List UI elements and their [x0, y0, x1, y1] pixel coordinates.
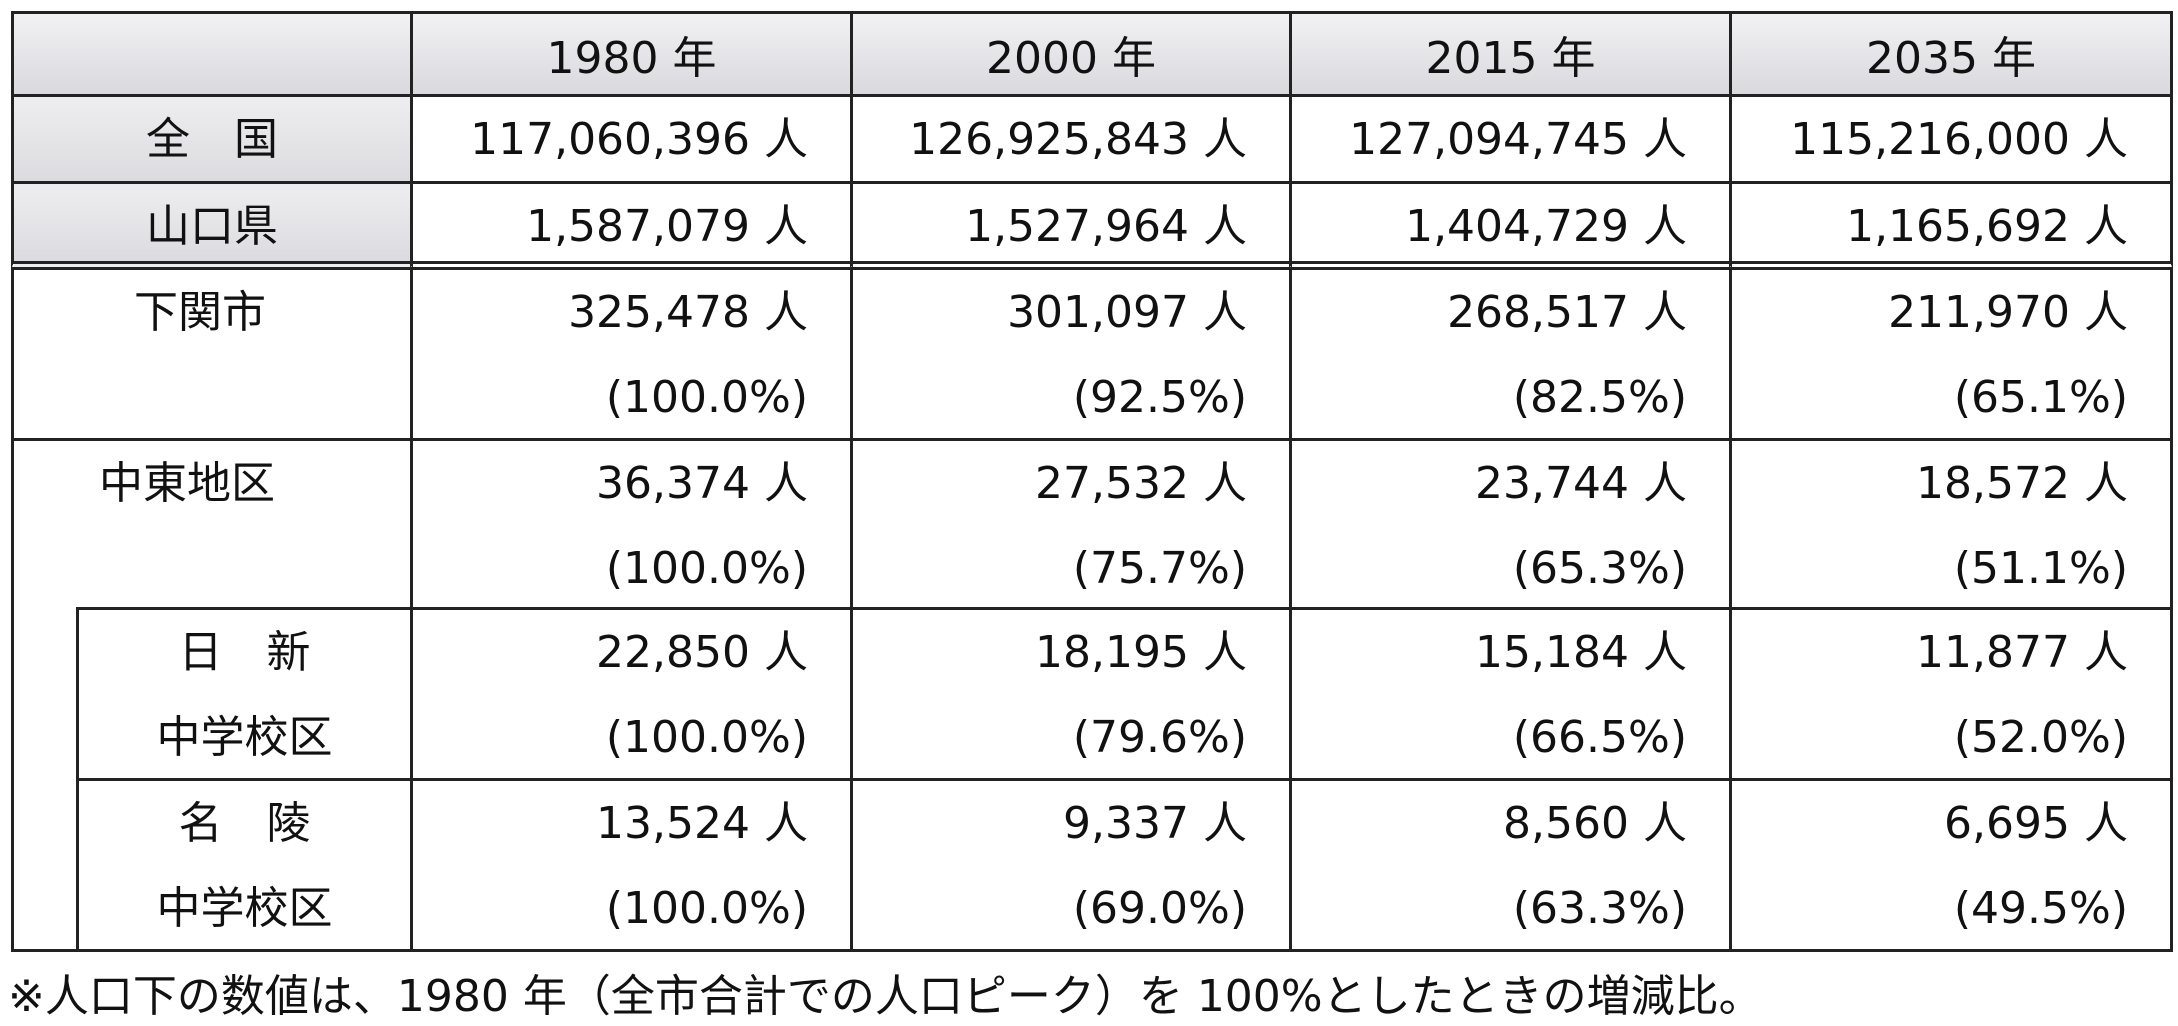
cell-text: 1,404,729 人 — [1405, 201, 1687, 252]
cell-text: 22,850 人 — [596, 627, 808, 678]
cell-text: (65.3%) — [1512, 543, 1687, 594]
cell-text: (52.0%) — [1953, 712, 2128, 763]
cell-text: 9,337 人 — [1063, 798, 1247, 849]
data-cell: 1,527,964 人 — [850, 181, 1292, 270]
cell-text: (100.0%) — [605, 712, 808, 763]
cell-text: 山口県 — [146, 201, 278, 252]
data-cell: 18,572 人 (51.1%) — [1729, 438, 2173, 610]
cell-text: 8,560 人 — [1503, 798, 1687, 849]
row-label: 下関市 — [11, 267, 413, 441]
data-cell: 13,524 人 (100.0%) — [410, 778, 853, 952]
data-cell: 1,165,692 人 — [1729, 181, 2173, 270]
data-cell: 8,560 人 (63.3%) — [1289, 778, 1732, 952]
cell-text: (66.5%) — [1512, 712, 1687, 763]
cell-text: 下関市 — [134, 287, 266, 338]
cell-text: 211,970 人 — [1888, 287, 2128, 338]
data-cell: 126,925,843 人 — [850, 94, 1292, 184]
column-header: 2015 年 — [1289, 11, 1732, 97]
cell-text: 13,524 人 — [596, 798, 808, 849]
row-label: 中東地区 — [11, 438, 413, 610]
data-cell: 1,404,729 人 — [1289, 181, 1732, 270]
footnote: ※人口下の数値は、1980 年（全市合計での人口ピーク）を 100%としたときの… — [8, 971, 1763, 1022]
cell-text: 126,925,843 人 — [909, 114, 1247, 165]
cell-text: 115,216,000 人 — [1790, 114, 2128, 165]
data-cell: 211,970 人 (65.1%) — [1729, 267, 2173, 441]
cell-text: (75.7%) — [1072, 543, 1247, 594]
cell-text: (63.3%) — [1512, 883, 1687, 934]
column-header: 1980 年 — [410, 11, 853, 97]
data-cell: 15,184 人 (66.5%) — [1289, 607, 1732, 781]
cell-text: (49.5%) — [1953, 883, 2128, 934]
cell-text: 1,527,964 人 — [965, 201, 1247, 252]
cell-text: 117,060,396 人 — [470, 114, 808, 165]
cell-text: 日 新 — [178, 627, 311, 678]
column-header: 2000 年 — [850, 11, 1292, 97]
cell-text: 全 国 — [146, 114, 278, 165]
cell-text: 127,094,745 人 — [1349, 114, 1687, 165]
cell-text: 36,374 人 — [596, 458, 808, 509]
cell-text: 27,532 人 — [1035, 458, 1247, 509]
cell-text: 1,587,079 人 — [526, 201, 808, 252]
data-cell: 27,532 人 (75.7%) — [850, 438, 1292, 610]
row-label: 名 陵中学校区 — [76, 778, 413, 952]
data-cell: 23,744 人 (65.3%) — [1289, 438, 1732, 610]
cell-text: (100.0%) — [605, 372, 808, 423]
cell-text: (92.5%) — [1072, 372, 1247, 423]
cell-text: 名 陵 — [178, 798, 311, 849]
row-label: 全 国 — [11, 94, 413, 184]
cell-text: (65.1%) — [1953, 372, 2128, 423]
column-header: 2035 年 — [1729, 11, 2173, 97]
cell-text: 301,097 人 — [1007, 287, 1247, 338]
cell-text: 325,478 人 — [568, 287, 808, 338]
cell-text: 11,877 人 — [1916, 627, 2128, 678]
cell-text: 中学校区 — [156, 712, 333, 763]
data-cell: 268,517 人 (82.5%) — [1289, 267, 1732, 441]
data-cell: 18,195 人 (79.6%) — [850, 607, 1292, 781]
cell-text: (51.1%) — [1953, 543, 2128, 594]
cell-text: 18,195 人 — [1035, 627, 1247, 678]
cell-text: 中学校区 — [156, 883, 333, 934]
data-cell: 301,097 人 (92.5%) — [850, 267, 1292, 441]
cell-text: 23,744 人 — [1475, 458, 1687, 509]
data-cell: 36,374 人 (100.0%) — [410, 438, 853, 610]
cell-text: (100.0%) — [605, 883, 808, 934]
data-cell: 127,094,745 人 — [1289, 94, 1732, 184]
data-cell: 1,587,079 人 — [410, 181, 853, 270]
cell-text: (82.5%) — [1512, 372, 1687, 423]
cell-text: 6,695 人 — [1944, 798, 2128, 849]
cell-text: 中東地区 — [99, 458, 275, 509]
row-label: 山口県 — [11, 181, 413, 270]
data-cell: 115,216,000 人 — [1729, 94, 2173, 184]
cell-text: 18,572 人 — [1916, 458, 2128, 509]
cell-text: 1,165,692 人 — [1846, 201, 2128, 252]
indent-strip — [11, 607, 79, 952]
header-corner — [11, 11, 413, 97]
cell-text: 268,517 人 — [1447, 287, 1687, 338]
data-cell: 6,695 人 (49.5%) — [1729, 778, 2173, 952]
data-cell: 117,060,396 人 — [410, 94, 853, 184]
data-cell: 22,850 人 (100.0%) — [410, 607, 853, 781]
cell-text: (79.6%) — [1072, 712, 1247, 763]
row-label: 日 新中学校区 — [76, 607, 413, 781]
cell-text: (100.0%) — [605, 543, 808, 594]
cell-text: 15,184 人 — [1475, 627, 1687, 678]
cell-text: (69.0%) — [1072, 883, 1247, 934]
data-cell: 325,478 人 (100.0%) — [410, 267, 853, 441]
data-cell: 11,877 人 (52.0%) — [1729, 607, 2173, 781]
data-cell: 9,337 人 (69.0%) — [850, 778, 1292, 952]
